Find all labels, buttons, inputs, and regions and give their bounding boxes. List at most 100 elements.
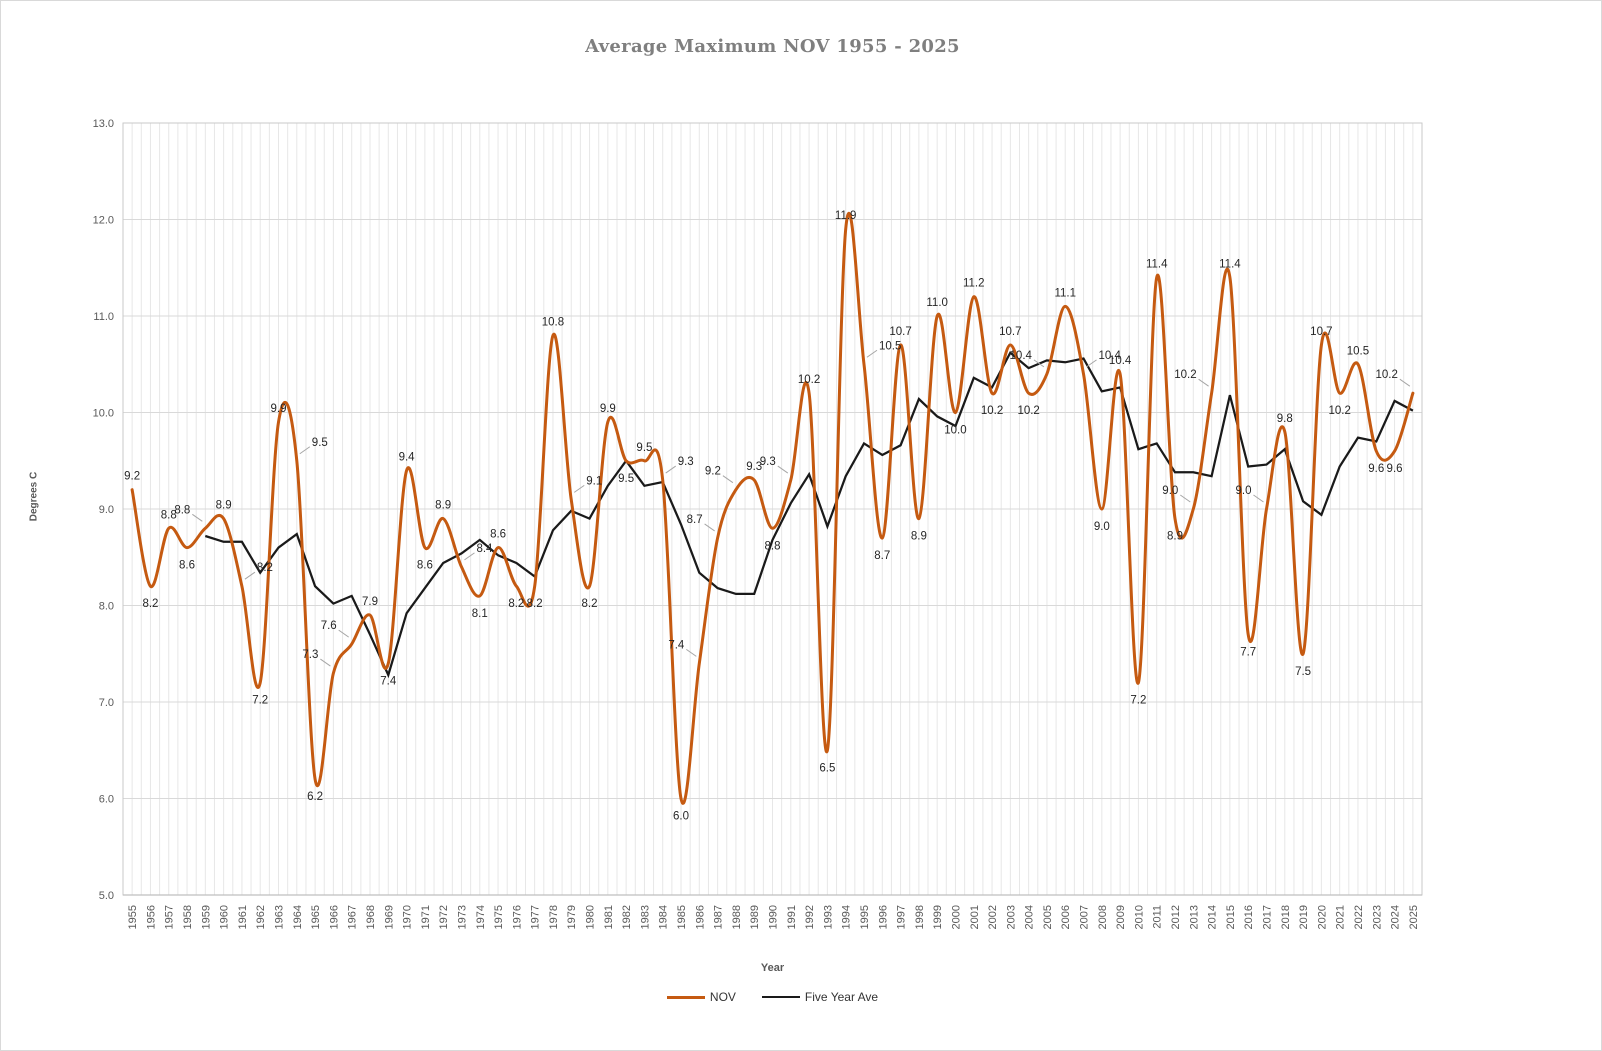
legend-label-five-year-ave: Five Year Ave [804,990,879,1004]
nov-line [130,211,1415,805]
y-tick-label: 5.0 [99,890,114,902]
x-tick-label: 1965 [310,905,322,929]
x-tick-label: 1993 [822,905,834,929]
legend-item-nov: NOV [666,990,736,1004]
data-label: 9.3 [760,456,776,468]
x-tick-label: 1979 [566,905,578,929]
x-tick-label: 1955 [127,905,139,929]
x-tick-label: 1988 [731,905,743,929]
data-label: 7.5 [1295,666,1311,678]
data-label: 11.4 [1146,258,1168,270]
data-label: 10.2 [1328,405,1350,417]
data-label: 9.6 [1387,463,1403,475]
x-axis-tick-labels: 1955 1956 1957 1958 1959 1960 1961 1962 1963 1964… [127,905,1420,929]
x-tick-label: 1984 [658,905,670,929]
data-label: 8.6 [490,529,506,541]
x-tick-label: 2024 [1390,905,1402,929]
data-label: 8.7 [874,550,890,562]
data-label: 9.0 [1162,485,1178,497]
data-label: 6.2 [307,791,323,803]
x-tick-label: 1977 [530,905,542,929]
y-tick-label: 10.0 [93,408,114,420]
data-label: 8.9 [216,500,232,512]
data-label: 7.9 [362,596,378,608]
x-tick-label: 2005 [1042,905,1054,929]
x-tick-label: 1968 [365,905,377,929]
x-tick-label: 1995 [859,905,871,929]
data-label: 9.8 [1277,413,1293,425]
legend-item-five-year-ave: Five Year Ave [761,990,879,1004]
x-tick-label: 1971 [420,905,432,929]
x-tick-label: 2009 [1115,905,1127,929]
data-label: 6.0 [673,811,689,823]
x-tick-label: 1958 [182,905,194,929]
x-tick-label: 1985 [676,905,688,929]
data-label: 9.0 [1235,485,1251,497]
x-tick-label: 1998 [914,905,926,929]
x-tick-label: 1978 [548,905,560,929]
data-label: 8.4 [476,543,493,555]
data-label: 8.8 [174,504,190,516]
y-axis-tick-labels: 5.0 6.0 7.0 8.0 9.0 10.0 11.0 12.0 13.0 [93,118,114,902]
data-label: 7.6 [321,620,337,632]
data-label: 8.2 [527,598,543,610]
data-label: 10.7 [1310,326,1332,338]
x-tick-label: 2014 [1207,905,1219,929]
data-label: 9.0 [1094,521,1110,533]
x-tick-label: 2004 [1024,905,1036,929]
data-label: 8.2 [508,598,524,610]
x-tick-label: 2020 [1316,905,1328,929]
x-tick-label: 2012 [1170,905,1182,929]
data-label: 10.7 [889,326,911,338]
data-label: 9.2 [124,471,140,483]
x-tick-label: 1973 [456,905,468,929]
data-label: 8.8 [765,540,781,552]
five-year-ave-line-swatch [761,996,800,998]
x-tick-label: 1981 [603,905,615,929]
data-label: 10.8 [542,316,564,328]
x-tick-label: 1986 [694,905,706,929]
data-label: 8.2 [257,562,273,574]
nov-data-labels: 9.2 8.2 8.8 8.6 8.8 8.9 8.2 7.2 9.9 9.5 6.2 7.3 7.6 7… [124,210,1411,823]
x-tick-label: 2002 [987,905,999,929]
data-label: 8.9 [911,531,927,543]
data-label: 9.9 [600,403,616,415]
data-label: 10.2 [1375,369,1397,381]
data-label: 7.4 [380,675,397,687]
x-tick-label: 1991 [786,905,798,929]
data-label: 9.3 [678,456,694,468]
data-label: 8.9 [435,500,451,512]
x-tick-label: 1987 [713,905,725,929]
data-label: 8.1 [472,608,488,620]
x-tick-label: 2007 [1079,905,1091,929]
data-label: 10.2 [798,374,820,386]
x-tick-label: 1997 [896,905,908,929]
y-tick-label: 11.0 [93,311,114,323]
data-label: 10.4 [1109,355,1132,367]
x-tick-label: 1994 [841,905,853,929]
x-tick-label: 1967 [347,905,359,929]
x-tick-label: 2019 [1298,905,1310,929]
x-tick-label: 2023 [1371,905,1383,929]
x-axis-title: Year [760,962,785,974]
data-label: 9.1 [586,475,602,487]
y-tick-label: 9.0 [99,504,114,516]
data-label: 11.0 [926,297,948,309]
data-label: 10.0 [944,425,966,437]
x-tick-label: 2017 [1261,905,1273,929]
x-tick-label: 1996 [877,905,889,929]
data-label: 10.2 [1017,405,1039,417]
x-tick-label: 1980 [585,905,597,929]
x-tick-label: 1970 [402,905,414,929]
x-tick-label: 1969 [383,905,395,929]
x-tick-label: 2008 [1097,905,1109,929]
x-tick-label: 1956 [145,905,157,929]
x-tick-label: 1982 [621,905,633,929]
x-tick-label: 1992 [804,905,816,929]
legend: NOV Five Year Ave [123,988,1422,1006]
legend-label-nov: NOV [709,990,736,1004]
x-tick-label: 2010 [1133,905,1145,929]
data-label: 9.3 [746,461,762,473]
